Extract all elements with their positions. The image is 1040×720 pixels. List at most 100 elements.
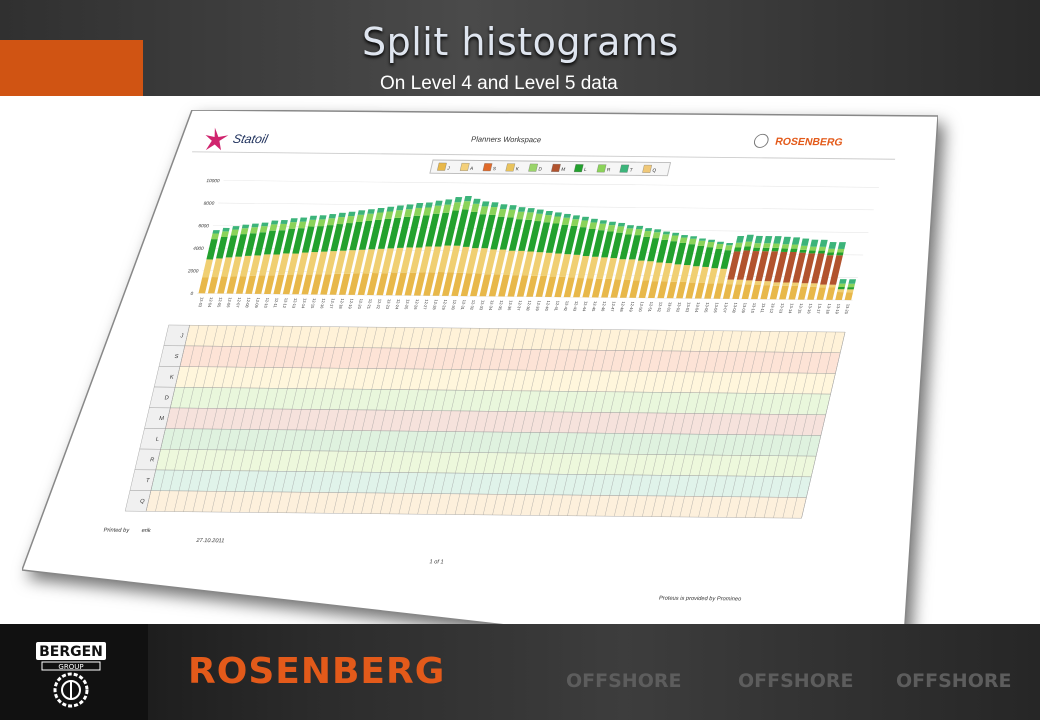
offshore-label: OFFSHORE xyxy=(738,670,854,692)
x-tick-label: 12-24 xyxy=(394,299,401,310)
bar-segment-R xyxy=(790,244,799,249)
table-column-rule xyxy=(230,326,275,513)
bar-segment-J xyxy=(507,275,520,297)
table-column-rule xyxy=(529,329,574,516)
bar-segment-R xyxy=(661,234,670,240)
bar-segment-K xyxy=(230,256,242,277)
legend-swatch xyxy=(459,163,470,171)
table-column-rule xyxy=(183,325,228,512)
bar-segment-L xyxy=(808,250,816,254)
bar-segment-L xyxy=(301,226,315,253)
bar-segment-L xyxy=(762,247,770,252)
bar-segment-R xyxy=(589,222,598,230)
bar-segment-Q xyxy=(736,235,745,243)
bar-segment-R xyxy=(442,204,452,213)
slide-title: Split histograms xyxy=(362,20,679,64)
x-tick-label: 12-51 xyxy=(647,302,654,313)
bar-segment-K xyxy=(512,250,525,276)
bar-segment-L xyxy=(320,225,334,252)
x-tick-label: 12-22 xyxy=(375,299,382,310)
bar-segment-J xyxy=(769,285,780,300)
bar-segment-M xyxy=(764,251,779,282)
bar-segment-R xyxy=(818,246,827,251)
bar-segment-K xyxy=(633,260,645,281)
bar-segment-R xyxy=(298,221,307,229)
bar-segment-L xyxy=(564,225,578,255)
x-tick-label: 13-15 xyxy=(797,303,804,314)
legend-label: K xyxy=(515,166,520,172)
bar-segment-J xyxy=(357,273,370,295)
x-tick-label: 13-12 xyxy=(769,303,776,314)
x-tick-label: 13-09 xyxy=(740,303,747,314)
bar-segment-Q xyxy=(662,231,671,235)
bergen-small-icon xyxy=(753,133,769,148)
printed-sheet: Statoil Planners Workspace ROSENBERG J A S… xyxy=(22,110,938,670)
bar-segment-Q xyxy=(545,210,553,216)
bar-segment-J xyxy=(207,276,219,294)
bar-segment-Q xyxy=(357,210,366,215)
bar-segment-Q xyxy=(581,216,590,221)
bar-segment-Q xyxy=(708,239,716,243)
table-row-label: K xyxy=(169,375,174,381)
table-column-rule xyxy=(417,328,462,515)
bar-segment-Q xyxy=(644,228,653,232)
bar-segment-K xyxy=(211,258,223,278)
bar-segment-L xyxy=(527,221,542,252)
x-tick-label: 13-02 xyxy=(675,302,682,313)
legend-label: D xyxy=(538,167,543,173)
table-column-rule xyxy=(745,331,790,518)
table-column-rule xyxy=(323,327,368,514)
bar-segment-L xyxy=(702,247,714,267)
bar-segment-L xyxy=(837,286,845,290)
x-tick-label: 12-16 xyxy=(319,298,326,309)
bar-segment-Q xyxy=(309,215,318,220)
bar-segment-Q xyxy=(819,239,828,247)
bar-segment-R xyxy=(552,216,561,224)
table-row-label: T xyxy=(145,478,150,484)
bar-segment-Q xyxy=(499,204,508,210)
bar-segment-L xyxy=(720,250,732,269)
bar-segment-M xyxy=(829,255,843,285)
table-column-rule xyxy=(426,328,471,515)
bar-segment-L xyxy=(377,218,392,249)
bar-segment-K xyxy=(577,256,590,279)
x-tick-label: 12-52 xyxy=(656,302,663,313)
bar-segment-R xyxy=(827,248,836,253)
bar-segment-J xyxy=(423,272,436,296)
x-tick-label: 12-03 xyxy=(197,297,204,308)
bar-segment-R xyxy=(375,212,384,220)
bar-segment-R xyxy=(470,203,480,212)
bar-segment-L xyxy=(799,249,807,253)
bar-segment-L xyxy=(499,217,514,250)
bar-segment-J xyxy=(704,283,715,299)
bar-segment-R xyxy=(543,215,552,223)
bar-segment-L xyxy=(368,219,382,250)
bar-segment-R xyxy=(706,241,715,248)
table-column-rule xyxy=(248,326,293,513)
bar-segment-R xyxy=(336,217,345,225)
bar-segment-R xyxy=(384,211,394,219)
x-tick-label: 12-04 xyxy=(207,297,214,308)
bar-segment-R xyxy=(394,210,403,218)
x-tick-label: 12-17 xyxy=(328,298,335,309)
bar-segment-Q xyxy=(434,200,443,206)
x-tick-label: 12-47 xyxy=(609,301,616,312)
bar-segment-R xyxy=(413,207,423,216)
bar-segment-J xyxy=(666,281,678,299)
x-tick-label: 12-49 xyxy=(628,302,635,313)
bar-segment-R xyxy=(211,233,220,240)
bar-segment-L xyxy=(601,231,614,258)
bar-segment-J xyxy=(816,287,826,300)
footer-note: Proteus is provided by Promineo xyxy=(658,596,742,603)
bar-segment-K xyxy=(475,248,488,274)
legend-swatch xyxy=(619,164,630,173)
x-tick-label: 12-26 xyxy=(413,299,420,310)
bar-segment-Q xyxy=(782,236,791,245)
bar-segment-Q xyxy=(536,209,544,214)
sheet-company-left: Statoil xyxy=(232,132,271,146)
bar-segment-K xyxy=(353,249,366,274)
bar-segment-J xyxy=(779,285,789,300)
bar-segment-Q xyxy=(848,279,857,284)
sheet-header-title: Planners Workspace xyxy=(470,135,542,145)
sheet-company-right: ROSENBERG xyxy=(774,136,844,148)
